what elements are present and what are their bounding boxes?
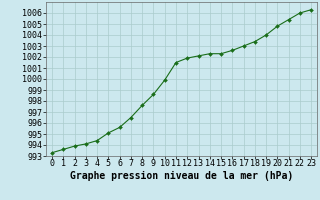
X-axis label: Graphe pression niveau de la mer (hPa): Graphe pression niveau de la mer (hPa) bbox=[70, 171, 293, 181]
